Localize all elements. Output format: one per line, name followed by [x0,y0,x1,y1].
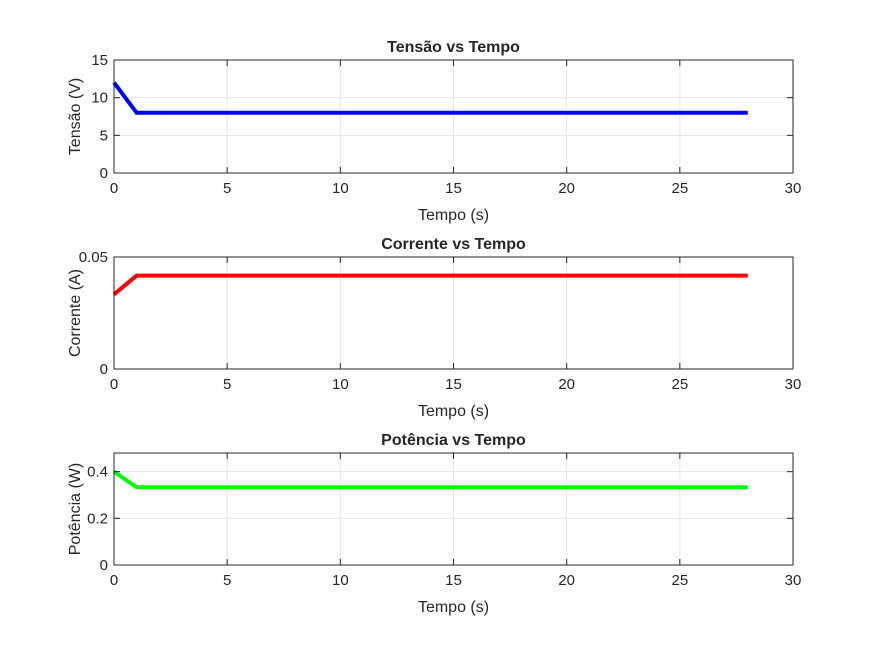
y-tick-label: 0 [100,165,108,182]
y-axis-label: Potência (W) [67,463,84,555]
y-tick-label: 15 [91,52,108,69]
y-tick-label: 0.2 [87,510,108,527]
y-axis-label: Corrente (A) [67,269,84,357]
x-tick-label: 10 [332,376,349,393]
x-tick-label: 20 [558,376,575,393]
chart-title: Potência vs Tempo [381,432,526,449]
chart-title: Corrente vs Tempo [381,236,526,253]
chart-title: Tensão vs Tempo [387,39,520,56]
x-tick-label: 15 [445,572,462,589]
x-tick-label: 5 [223,180,231,197]
y-tick-label: 10 [91,90,108,107]
series-line [112,470,748,490]
series-line [112,273,748,296]
y-tick-label: 0.4 [87,464,108,481]
x-tick-label: 25 [671,572,688,589]
x-tick-label: 20 [558,572,575,589]
x-tick-label: 15 [445,180,462,197]
y-tick-label: 0 [100,361,108,378]
x-tick-label: 30 [785,180,802,197]
x-tick-label: 25 [671,180,688,197]
x-tick-label: 0 [110,376,118,393]
y-axis-label: Tensão (V) [67,78,84,155]
x-tick-label: 15 [445,376,462,393]
x-tick-label: 10 [332,180,349,197]
x-axis-label: Tempo (s) [418,207,489,224]
x-tick-label: 25 [671,376,688,393]
subplot-3: 0 5 10 15 20 25 30 0 0.2 0.4 Potência vs Tempo Temp… [67,432,801,616]
x-tick-label: 30 [785,376,802,393]
x-tick-label: 20 [558,180,575,197]
x-tick-label: 0 [110,180,118,197]
x-axis-label: Tempo (s) [418,403,489,420]
x-tick-label: 30 [785,572,802,589]
x-tick-label: 5 [223,376,231,393]
series-line [112,81,748,115]
y-tick-label: 0.05 [79,249,108,266]
x-tick-label: 0 [110,572,118,589]
x-axis-label: Tempo (s) [418,599,489,616]
subplot-2: 0 5 10 15 20 25 30 0 0.05 Corrente vs Tempo Tempo … [67,236,801,420]
y-tick-label: 5 [100,127,108,144]
x-tick-label: 5 [223,572,231,589]
subplot-1: 0 5 10 15 20 25 30 0 5 10 15 Tensão vs Tempo Tempo (… [67,39,801,224]
y-tick-label: 0 [100,557,108,574]
x-tick-label: 10 [332,572,349,589]
